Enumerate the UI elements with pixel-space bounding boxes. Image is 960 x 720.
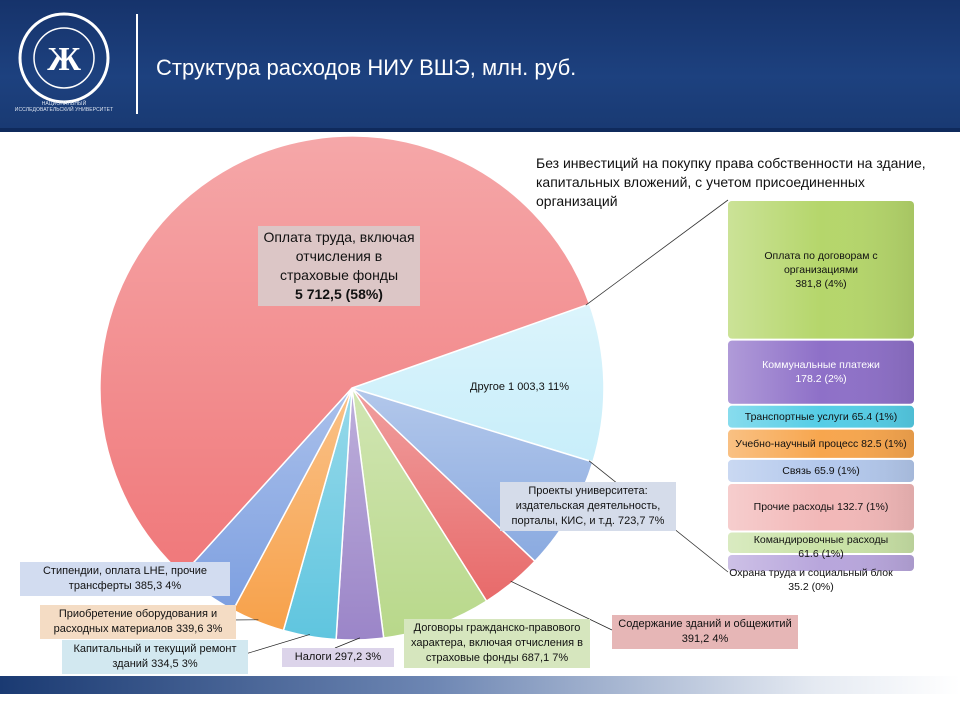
pie-slice-buildings-sheen [352, 388, 535, 602]
stack-segment-travel-label-line: 61.6 (1%) [798, 548, 844, 561]
leader-taxes [334, 637, 361, 649]
label-salary-value: 5 712,5 (58%) [295, 286, 383, 302]
stack-segment-contracts-sheen [728, 201, 914, 339]
stack-segment-labor-safety-label: Охрана труда и социальный блок 35.2 (0%) [712, 566, 910, 594]
label-equipment-text: Приобретение оборудования и расходных ма… [53, 608, 218, 635]
label-repair-text: Капитальный и текущий ремонт зданий [73, 643, 237, 670]
stack-segment-transport-label-line: Транспортные услуги 65.4 (1%) [744, 410, 898, 423]
header-bar [0, 0, 960, 128]
pie-slice-scholarships-sheen [182, 388, 352, 611]
stack-segment-utilities-label-line: Коммунальные платежи [762, 359, 880, 372]
stack-segment-contracts-label-line: 381,8 (4%) [795, 277, 847, 290]
stack-segment-labor-safety-label-line: Охрана труда и социальный блок [729, 567, 893, 579]
hse-logo: Ж [18, 12, 110, 104]
label-salary: Оплата труда, включая отчисления в страх… [258, 226, 420, 306]
stack-segment-other-label: Прочие расходы 132.7 (1%) [722, 500, 920, 514]
label-other-value: 1 003,3 11% [508, 381, 569, 393]
pie-slice-civil-contracts-sheen [352, 388, 487, 638]
label-taxes-value: 297,2 3% [334, 651, 382, 663]
leader-repair [241, 634, 310, 656]
label-buildings-value: 391,2 4% [681, 633, 729, 645]
breakdown-note: Без инвестиций на покупку права собствен… [536, 155, 926, 209]
label-civil-contracts-value: 687,1 7% [521, 652, 569, 664]
label-repair: Капитальный и текущий ремонт зданий 334,… [62, 640, 248, 674]
stack-segment-labor-safety-label-line: 35.2 (0%) [788, 581, 834, 593]
stack-segment-communication-label-line: Связь 65.9 (1%) [782, 464, 860, 477]
label-taxes-text: Налоги [294, 651, 335, 663]
header-divider [0, 128, 960, 132]
stack-segment-communication-label: Связь 65.9 (1%) [722, 464, 920, 478]
page-title: Структура расходов НИУ ВШЭ, млн. руб. [156, 55, 577, 80]
label-other: Другое 1 003,3 11% [470, 380, 604, 395]
label-salary-text: Оплата труда, включая отчисления в страх… [263, 229, 415, 283]
label-taxes: Налоги 297,2 3% [282, 648, 394, 667]
header-separator [136, 14, 138, 114]
stack-segment-travel-sheen [728, 532, 914, 553]
stack-segment-utilities-sheen [728, 340, 914, 404]
stack-segment-communication-sheen [728, 459, 914, 482]
stack-segment-transport-sheen [728, 405, 914, 428]
label-buildings-text: Содержание зданий и общежитий [618, 618, 792, 630]
logo-caption: НАЦИОНАЛЬНЫЙ ИССЛЕДОВАТЕЛЬСКИЙ УНИВЕРСИТ… [14, 101, 114, 113]
label-projects: Проекты университета: издательская деяте… [500, 482, 676, 531]
label-civil-contracts-text: Договоры гражданско-правового характера,… [410, 622, 583, 664]
pie-slice-equipment-sheen [233, 388, 352, 631]
label-projects-text: Проекты университета: издательская деяте… [511, 485, 661, 527]
stack-segment-education-label: Учебно-научный процесс 82.5 (1%) [722, 437, 920, 451]
pie-slice-other-sheen [352, 303, 604, 462]
stack-segment-education-label-line: Учебно-научный процесс 82.5 (1%) [735, 437, 907, 450]
label-scholarships-value: 385,3 4% [134, 580, 182, 592]
svg-text:Ж: Ж [47, 41, 81, 78]
stack-segment-travel-label-line: Командировочные расходы [753, 534, 889, 547]
label-other-text: Другое [470, 381, 509, 393]
label-buildings: Содержание зданий и общежитий 391,2 4% [612, 615, 798, 649]
stack-segment-utilities-label: Коммунальные платежи 178.2 (2%) [722, 358, 920, 386]
stack-segment-transport-label: Транспортные услуги 65.4 (1%) [722, 410, 920, 424]
label-equipment-value: 339,6 3% [175, 623, 223, 635]
pie-slice-salary-sheen [99, 135, 590, 575]
stack-segment-education-sheen [728, 429, 914, 458]
stack-segment-utilities-label-line: 178.2 (2%) [795, 373, 847, 386]
label-civil-contracts: Договоры гражданско-правового характера,… [404, 619, 590, 668]
label-projects-value: 723,7 7% [617, 515, 665, 527]
stack-segment-other-label-line: Прочие расходы 132.7 (1%) [753, 501, 889, 514]
pie-slice-taxes-sheen [336, 388, 384, 641]
stack-segment-contracts-label: Оплата по договорам с организациями 381,8… [722, 249, 920, 291]
stack-segment-labor-safety-sheen [728, 555, 914, 571]
label-scholarships-text: Стипендии, оплата LHE, прочие трансферты [42, 565, 207, 592]
label-equipment: Приобретение оборудования и расходных ма… [40, 605, 236, 639]
label-scholarships: Стипендии, оплата LHE, прочие трансферты… [20, 562, 230, 596]
footer-bar [0, 676, 960, 694]
stack-segment-other-sheen [728, 483, 914, 531]
stack-segment-contracts-label-line: Оплата по договорам с организациями [764, 249, 878, 276]
connector-line-top [585, 199, 729, 306]
leader-buildings [510, 580, 613, 631]
stack-segment-travel-label: Командировочные расходы 61.6 (1%) [722, 533, 920, 561]
label-repair-value: 334,5 3% [151, 658, 198, 670]
